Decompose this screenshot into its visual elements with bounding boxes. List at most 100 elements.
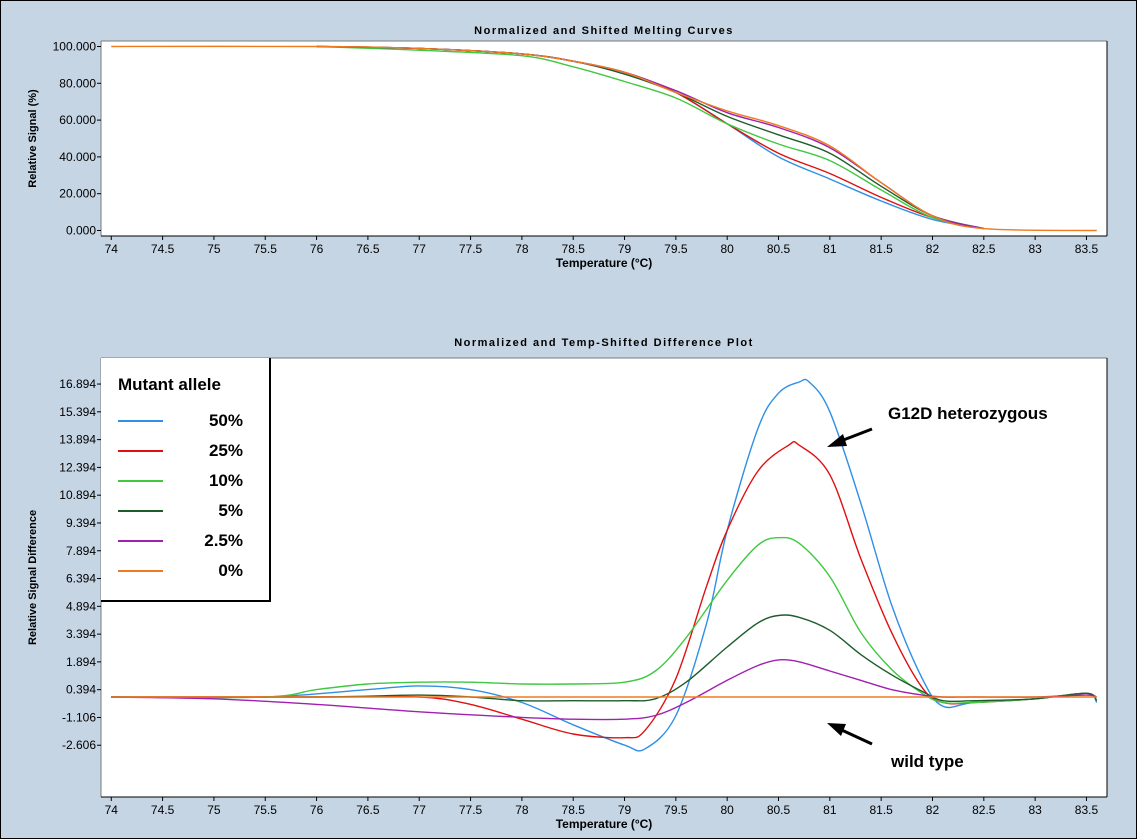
annotation-arrows <box>827 427 873 746</box>
y-tick-label: 40.000 <box>59 150 96 164</box>
y-tick-label: 7.894 <box>66 544 96 558</box>
y-tick-label: 100.000 <box>53 40 97 54</box>
arrow-g12d-head <box>827 434 847 447</box>
legend-swatch <box>118 420 163 422</box>
legend-item: 25% <box>118 440 268 462</box>
x-tick-label: 76 <box>310 242 324 256</box>
x-tick-label: 82 <box>926 242 940 256</box>
legend-swatch <box>118 450 163 452</box>
y-tick-label: 0.000 <box>66 223 96 237</box>
legend-swatch <box>118 480 163 482</box>
series-line-5pct <box>111 614 1098 703</box>
x-tick-label: 80 <box>721 803 735 817</box>
x-tick-label: 76 <box>310 803 324 817</box>
y-tick-label: 12.394 <box>59 460 96 474</box>
chart-title: Normalized and Shifted Melting Curves <box>474 25 734 37</box>
y-tick-label: 15.394 <box>59 405 96 419</box>
y-axis-label: Relative Signal Difference <box>27 510 39 645</box>
legend-swatch <box>118 510 163 512</box>
legend-item: 0% <box>118 560 268 582</box>
plot-area <box>101 41 1107 236</box>
y-tick-label: 9.394 <box>66 516 96 530</box>
x-tick-label: 77 <box>413 242 427 256</box>
legend-label: 10% <box>208 471 243 490</box>
y-tick-label: -1.106 <box>62 710 96 724</box>
legend-item: 10% <box>118 470 268 492</box>
legend-item: 2.5% <box>118 530 268 552</box>
x-tick-label: 75 <box>207 242 221 256</box>
x-tick-label: 81.5 <box>869 242 893 256</box>
x-tick-label: 80 <box>721 242 735 256</box>
x-tick-label: 74 <box>105 242 119 256</box>
x-tick-label: 78.5 <box>562 242 586 256</box>
y-tick-label: 10.894 <box>59 488 96 502</box>
y-tick-label: 0.394 <box>66 683 96 697</box>
melting-curves-chart: Normalized and Shifted Melting Curves 74 7… <box>27 25 1108 270</box>
legend-label: 25% <box>208 441 243 460</box>
y-tick-label: 20.000 <box>59 187 96 201</box>
x-axis-label: Temperature (°C) <box>556 256 653 270</box>
x-tick-label: 78 <box>515 242 529 256</box>
legend-item: 50% <box>118 410 268 432</box>
legend-label: 50% <box>208 411 243 430</box>
x-tick-label: 83 <box>1028 242 1042 256</box>
x-tick-label: 74.5 <box>151 803 175 817</box>
x-tick-label: 77.5 <box>459 803 483 817</box>
legend-label: 2.5% <box>204 531 243 550</box>
legend-label: 0% <box>218 561 243 580</box>
x-tick-label: 79 <box>618 803 632 817</box>
y-tick-label: 3.394 <box>66 627 96 641</box>
x-tick-label: 82 <box>926 803 940 817</box>
x-tick-label: 75 <box>207 803 221 817</box>
y-axis-label: Relative Signal (%) <box>27 89 39 188</box>
annotation-wildtype: wild type <box>891 752 964 771</box>
x-axis-label: Temperature (°C) <box>556 817 653 831</box>
x-tick-label: 74 <box>105 803 119 817</box>
series-group <box>111 378 1098 752</box>
x-tick-label: 75.5 <box>254 242 278 256</box>
legend-swatch <box>118 570 163 572</box>
y-tick-label: 6.394 <box>66 572 96 586</box>
x-tick-label: 80.5 <box>767 242 791 256</box>
x-tick-label: 80.5 <box>767 803 791 817</box>
x-tick-label: 81 <box>823 803 837 817</box>
x-tick-label: 76.5 <box>356 242 380 256</box>
x-tick-label: 76.5 <box>356 803 380 817</box>
y-tick-label: 80.000 <box>59 76 96 90</box>
y-tick-label: 1.894 <box>66 655 96 669</box>
x-tick-label: 81.5 <box>869 803 893 817</box>
x-tick-label: 79.5 <box>664 803 688 817</box>
chart-title: Normalized and Temp-Shifted Difference P… <box>454 337 754 349</box>
y-tick-label: -2.606 <box>62 738 96 752</box>
legend-label: 5% <box>218 501 243 520</box>
annotation-g12d: G12D heterozygous <box>888 404 1048 423</box>
x-tick-label: 83.5 <box>1075 242 1099 256</box>
y-tick-label: 13.894 <box>59 433 96 447</box>
x-tick-label: 79.5 <box>664 242 688 256</box>
x-tick-label: 83 <box>1028 803 1042 817</box>
x-tick-label: 78 <box>515 803 529 817</box>
legend-title: Mutant allele <box>118 375 221 394</box>
y-tick-label: 60.000 <box>59 113 96 127</box>
x-tick-label: 79 <box>618 242 632 256</box>
x-tick-label: 82.5 <box>972 803 996 817</box>
x-tick-label: 74.5 <box>151 242 175 256</box>
y-tick-label: 4.894 <box>66 599 96 613</box>
x-tick-label: 83.5 <box>1075 803 1099 817</box>
series-group <box>111 45 1097 232</box>
series-line-melt-5 <box>111 45 1097 232</box>
legend-swatch <box>118 540 163 542</box>
x-tick-label: 78.5 <box>562 803 586 817</box>
x-tick-label: 75.5 <box>254 803 278 817</box>
y-tick-label: 16.894 <box>59 377 96 391</box>
series-line-melt-2 <box>316 45 984 230</box>
x-tick-label: 77.5 <box>459 242 483 256</box>
x-tick-label: 82.5 <box>972 242 996 256</box>
legend-item: 5% <box>118 500 268 522</box>
x-tick-label: 77 <box>413 803 427 817</box>
series-line-10pct <box>111 536 1098 705</box>
arrow-wildtype-head <box>827 723 846 736</box>
legend: Mutant allele 50% 25% 10% 5% 2.5% 0% <box>101 358 271 602</box>
x-tick-label: 81 <box>823 242 837 256</box>
